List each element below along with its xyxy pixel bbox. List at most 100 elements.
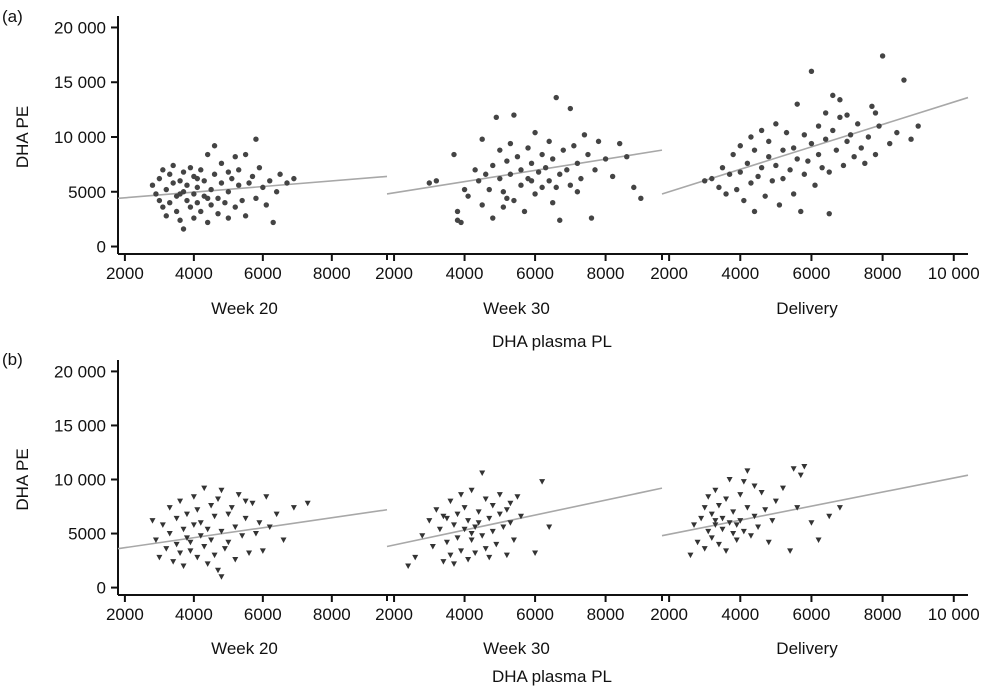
data-point — [218, 180, 225, 186]
x-tick-label: 4000 — [446, 264, 484, 283]
data-point — [256, 164, 263, 171]
data-point — [723, 191, 729, 197]
data-point — [232, 154, 238, 160]
data-point — [273, 189, 280, 195]
trend-line — [661, 474, 969, 537]
data-point — [773, 121, 779, 127]
data-point — [872, 110, 879, 116]
data-point — [225, 215, 232, 221]
data-point — [208, 502, 215, 509]
data-point — [715, 541, 722, 548]
data-point — [149, 182, 156, 188]
data-point — [461, 186, 468, 193]
data-point — [837, 97, 843, 103]
data-point — [461, 526, 468, 533]
data-point — [211, 552, 218, 559]
subpanel-title: Delivery — [776, 639, 838, 658]
data-point — [894, 129, 900, 136]
data-point — [822, 110, 829, 116]
data-point — [819, 164, 825, 171]
data-point — [726, 477, 733, 483]
data-point — [790, 191, 797, 197]
data-point — [163, 546, 170, 552]
data-point — [701, 178, 708, 184]
data-point — [765, 539, 772, 546]
data-point — [851, 154, 857, 160]
data-point — [571, 143, 577, 149]
data-point — [253, 195, 259, 202]
data-point — [482, 546, 489, 552]
data-point — [215, 210, 221, 217]
data-point — [222, 200, 228, 206]
data-point — [758, 489, 765, 496]
data-point — [500, 204, 507, 210]
data-point — [156, 175, 163, 182]
data-point — [553, 94, 559, 101]
data-point — [766, 154, 772, 160]
data-point — [225, 511, 232, 518]
x-tick-label: 8000 — [313, 264, 351, 283]
data-point — [482, 496, 489, 502]
data-point — [486, 554, 493, 561]
data-point — [465, 193, 471, 199]
data-point — [518, 167, 524, 173]
data-point — [712, 522, 719, 528]
data-point — [194, 507, 201, 513]
x-tick-label: 2000 — [650, 264, 688, 283]
data-point — [758, 164, 765, 171]
x-tick-label: 6000 — [516, 605, 554, 624]
data-point — [198, 208, 204, 215]
data-point — [772, 498, 779, 505]
data-point — [730, 151, 736, 158]
data-point — [225, 539, 232, 546]
data-point — [716, 184, 722, 191]
data-point — [574, 160, 581, 166]
data-point — [830, 127, 836, 134]
data-point — [740, 528, 747, 535]
data-point — [624, 154, 630, 160]
data-point — [517, 513, 524, 520]
data-point — [737, 143, 743, 149]
data-point — [201, 544, 208, 550]
data-point — [826, 169, 832, 175]
data-point — [483, 171, 489, 177]
y-tick-label: 15 000 — [54, 416, 106, 435]
data-point — [741, 197, 747, 204]
x-tick-label: 6000 — [244, 605, 282, 624]
x-tick-label: 8000 — [587, 264, 625, 283]
data-point — [443, 515, 450, 522]
data-point — [184, 182, 190, 188]
data-point — [489, 502, 496, 509]
data-point — [887, 140, 893, 147]
data-point — [737, 518, 744, 524]
x-tick-label: 6000 — [516, 264, 554, 283]
data-point — [252, 531, 259, 537]
data-point — [170, 162, 176, 169]
data-point — [173, 541, 180, 548]
data-point — [744, 160, 751, 166]
data-point — [211, 143, 218, 149]
data-point — [486, 515, 493, 522]
data-point — [511, 112, 517, 118]
data-point — [259, 548, 266, 554]
data-point — [510, 537, 517, 544]
data-point — [187, 204, 194, 210]
y-axis-title: DHA PE — [13, 106, 32, 168]
data-point — [539, 151, 545, 158]
data-point — [197, 533, 204, 539]
data-point — [525, 145, 531, 151]
data-point — [454, 511, 461, 518]
data-point — [232, 524, 239, 531]
data-point — [507, 171, 514, 177]
data-point — [574, 189, 581, 195]
data-point — [159, 522, 166, 528]
data-point — [755, 524, 762, 531]
data-point — [239, 197, 245, 204]
data-point — [152, 537, 159, 544]
data-point — [723, 496, 730, 502]
trend-line — [661, 96, 969, 195]
data-point — [773, 162, 779, 169]
data-point — [201, 485, 208, 492]
data-point — [557, 171, 563, 177]
